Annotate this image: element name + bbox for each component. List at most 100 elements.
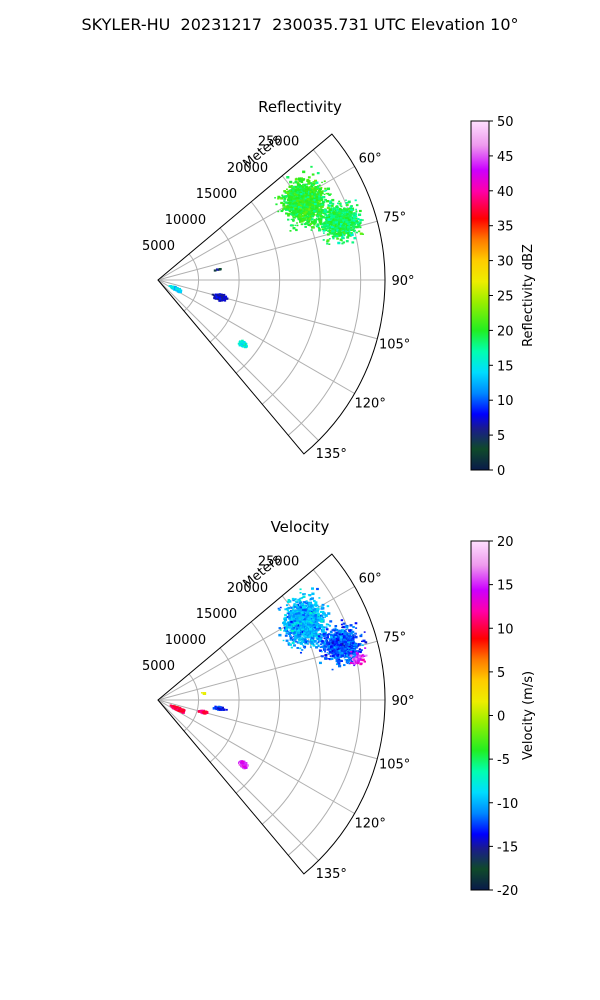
gate-cell [303,606,307,609]
gate-cell [301,205,304,208]
gate-cell [313,220,316,223]
gate-cell [302,178,306,180]
gate-cell [312,189,316,192]
gate-cell [331,208,334,211]
gate-cell [318,218,322,222]
gate-cell [309,192,314,196]
gate-cell [342,635,346,638]
gate-cell [216,295,219,297]
gate-cell [292,631,296,634]
gate-cell [296,607,299,610]
gate-cell [312,631,316,634]
gate-cell [338,215,341,218]
gate-cell [331,198,335,202]
gate-cell [220,294,224,298]
gate-cell [325,623,329,626]
gate-cell [319,215,323,218]
gate-cell [338,200,341,203]
gate-cell [296,618,299,621]
gate-cell [312,623,315,626]
gate-cell [279,629,282,631]
gate-cell [301,636,304,638]
gate-cell [296,186,299,188]
gate-cell [314,179,318,183]
gate-cell [301,626,304,629]
gate-cell [341,630,344,634]
gate-cell [346,652,349,655]
gate-cell [356,650,359,653]
gate-cell [293,201,296,204]
gate-cell [309,597,313,601]
azimuth-gridline [157,166,355,281]
gate-cell [320,643,322,646]
gate-cell [353,236,357,240]
gate-cell [318,638,322,641]
gate-cell [320,625,324,629]
azimuth-gridline [157,279,355,394]
gate-cell [305,610,309,613]
gate-cell [303,195,306,197]
gate-cell [310,634,313,637]
gate-cell [297,189,301,192]
gate-cell [321,633,324,636]
gate-cell [340,623,343,626]
gate-cell [292,182,295,184]
gate-cell [327,221,330,224]
gate-cell [331,235,334,238]
gate-cell [217,296,221,299]
gate-cell [301,608,305,611]
gate-cell [293,204,297,207]
gate-cell [335,648,338,650]
gate-cell [311,187,314,190]
gate-cell [300,180,304,184]
gate-cell [291,622,294,624]
gate-cell [301,217,304,220]
gate-cell [340,660,343,663]
gate-cell [294,605,297,608]
gate-cell [325,229,328,232]
gate-cell [329,202,332,205]
gate-cell [327,644,331,648]
gate-cell [294,185,298,188]
gate-cell [343,211,347,214]
gate-cell [298,179,302,183]
gate-cell [301,627,305,630]
colorbar-tick-label: 50 [497,115,514,130]
gate-cell [324,227,327,230]
gate-cell [303,184,307,187]
gate-cell [313,196,316,200]
gate-cell [337,659,341,663]
gate-cell [306,212,309,215]
gate-cell [296,192,299,195]
gate-cell [292,632,295,635]
gate-cell [330,232,334,235]
gate-cell [322,632,326,636]
gate-cell [308,201,312,204]
gate-cell [218,297,222,300]
gate-cell [345,226,348,229]
gate-cell [317,614,321,617]
gate-cell [362,233,365,235]
gate-cell [317,199,320,202]
gate-cell [310,197,313,200]
gate-cell [299,592,302,594]
gate-cell [310,613,314,616]
gate-cell [302,208,306,211]
gate-cell [321,200,325,204]
gate-cell [306,219,309,222]
gate-cell [310,616,313,618]
gate-cell [322,619,325,621]
gate-cell [347,633,351,636]
gate-cell [314,193,317,195]
gate-cell [346,627,349,629]
gate-cell [323,209,326,212]
gate-cell [292,189,295,192]
gate-cell [343,232,346,235]
gate-cell [330,223,333,226]
gate-cell [314,627,318,630]
gate-cell [292,617,296,620]
colorbar-tick-label: 0 [497,464,505,479]
gate-cell [334,645,338,648]
gate-cell [316,637,320,641]
gate-cell [338,227,341,230]
